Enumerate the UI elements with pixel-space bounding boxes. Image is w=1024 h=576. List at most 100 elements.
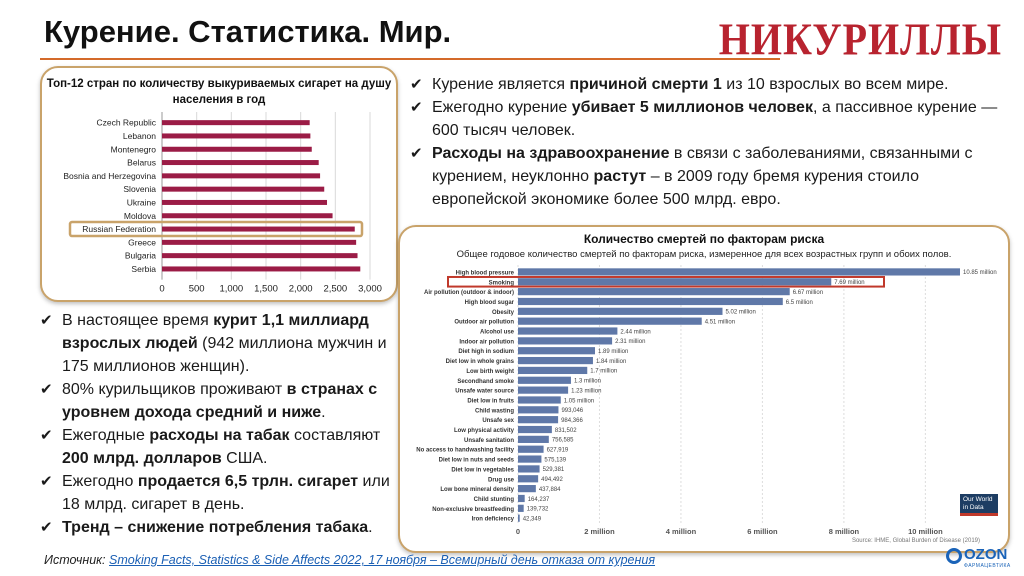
x-tick-label: 1,000 (219, 284, 243, 295)
y-tick-label: Air pollution (outdoor & indoor) (424, 290, 514, 296)
x-tick-label: 6 million (747, 527, 778, 536)
key-fact-item: ✔ Расходы на здравоохранение в связи с за… (410, 142, 1010, 211)
bar (518, 435, 549, 443)
cigarettes-chart-title: Топ-12 стран по количеству выкуриваемых … (46, 78, 392, 106)
bullet-bold-text: причиной смерти 1 (569, 76, 722, 93)
data-label: 1.3 million (574, 379, 601, 385)
y-tick-label: Slovenia (123, 184, 156, 194)
bullet-text: Ежегодно курение (432, 99, 572, 116)
bullet-bold-text: убивает 5 миллионов человек (571, 99, 813, 116)
data-label: 1.05 million (564, 398, 594, 404)
y-tick-label: No access to handwashing facility (416, 448, 514, 454)
y-tick-label: Serbia (131, 264, 156, 274)
data-label: 7.69 million (834, 280, 864, 286)
bullet-text: Ежегодные (62, 427, 150, 444)
ozon-logo: OZON ФАРМАЦЕВТИКА (946, 546, 1016, 572)
bar (518, 425, 552, 434)
source-link[interactable]: Smoking Facts, Statistics & Side Affects… (109, 553, 656, 567)
source-line: Источник: Smoking Facts, Statistics & Si… (44, 553, 655, 567)
y-tick-label: Bulgaria (125, 251, 156, 261)
data-label: 575,139 (544, 457, 566, 463)
bar (518, 396, 561, 404)
bar (518, 347, 595, 355)
checkmark-icon: ✔ (40, 473, 53, 490)
highlight-box (68, 220, 364, 238)
bullet-bold-text: Тренд – снижение потребления табака (62, 519, 369, 536)
x-tick-label: 500 (189, 284, 205, 295)
bar (162, 226, 355, 232)
ozon-subtitle: ФАРМАЦЕВТИКА (964, 563, 1011, 569)
x-tick-label: 2,500 (323, 284, 347, 295)
bar (518, 514, 520, 522)
y-tick-label: Smoking (489, 280, 515, 286)
y-tick-label: Indoor air pollution (459, 339, 514, 345)
bar (162, 120, 310, 126)
bar (518, 337, 613, 345)
checkmark-icon: ✔ (40, 427, 53, 444)
data-label: 1.23 million (571, 388, 601, 394)
y-tick-label: Montenegro (111, 144, 157, 154)
y-tick-label: Bosnia and Herzegovina (63, 171, 156, 181)
data-label: 756,585 (552, 438, 574, 444)
x-tick-label: 0 (159, 284, 164, 295)
bar (162, 253, 358, 259)
y-tick-label: Non-exclusive breastfeeding (432, 507, 514, 513)
bullet-bold-text: продается 6,5 трлн. сигарет (137, 473, 359, 490)
bullet-text: Курение является (432, 76, 570, 93)
bullet-text: 80% курильщиков проживают (62, 381, 287, 398)
bullet-text: Ежегодно (62, 473, 138, 490)
bar (162, 160, 319, 166)
bar (162, 173, 321, 179)
y-tick-label: Russian Federation (82, 224, 156, 234)
y-tick-label: Unsafe water source (455, 389, 514, 395)
bar (518, 317, 702, 325)
data-label: 139,732 (527, 507, 549, 513)
y-tick-label: Secondhand smoke (457, 379, 514, 385)
y-tick-label: High blood pressure (456, 270, 515, 276)
data-label: 984,366 (561, 418, 583, 424)
bar (162, 186, 325, 192)
bullet-text: В настоящее время (62, 312, 214, 329)
bullet-bold-text: растут (593, 168, 647, 185)
smokers-fact-item: ✔ Ежегодные расходы на табак составляют 2… (40, 424, 400, 470)
data-label: 10.85 million (963, 270, 997, 276)
y-tick-label: High blood sugar (465, 300, 515, 306)
bar (518, 366, 588, 375)
y-tick-label: Obesity (492, 310, 515, 316)
data-label: 1.7 million (590, 369, 617, 375)
y-tick-label: Child wasting (475, 408, 514, 414)
checkmark-icon: ✔ (40, 381, 53, 398)
bar (518, 494, 525, 503)
title-divider (40, 58, 780, 60)
bar (162, 199, 328, 205)
x-tick-label: 2 million (584, 527, 615, 536)
y-tick-label: Alcohol use (480, 330, 515, 336)
x-tick-label: 10 million (908, 527, 943, 536)
page-title: Курение. Статистика. Мир. (44, 14, 452, 49)
key-facts-list: ✔ Курение является причиной смерти 1 из 1… (410, 73, 1010, 211)
data-label: 437,884 (539, 487, 561, 493)
deaths-chart-card: Количество смертей по факторам риска Общ… (398, 225, 1010, 553)
y-tick-label: Diet low in nuts and seeds (439, 458, 515, 464)
y-tick-label: Ukraine (127, 197, 157, 207)
cigarettes-chart: 0 500 1,000 1,500 2,000 2,500 3,000 Czech Repub… (63, 112, 382, 295)
bar (162, 266, 361, 272)
bullet-text: . (368, 519, 373, 536)
deaths-chart: 0 2 million 4 million 6 million 8 million 10 … (416, 265, 997, 544)
ozon-wordmark: OZON (964, 546, 1008, 563)
smokers-fact-item: ✔ Тренд – снижение потребления табака. (40, 516, 400, 539)
bar (518, 268, 960, 276)
ozon-mark-icon (946, 548, 962, 564)
data-label: 42,349 (523, 516, 542, 522)
source-label: Источник: (44, 553, 110, 567)
data-label: 4.51 million (705, 319, 735, 325)
bar (162, 213, 333, 219)
smokers-fact-item: ✔ В настоящее время курит 1,1 миллиард вз… (40, 309, 400, 378)
y-tick-label: Czech Republic (96, 118, 156, 128)
bar (162, 239, 357, 245)
bar (518, 297, 783, 306)
bullet-text: или 18 млрд. сигарет в день. (62, 473, 390, 513)
bullet-bold-text: расходы на табак (149, 427, 290, 444)
bullet-text: (942 миллиона мужчин и 175 миллионов жен… (62, 335, 387, 375)
y-tick-label: Diet low in whole grains (446, 359, 515, 365)
